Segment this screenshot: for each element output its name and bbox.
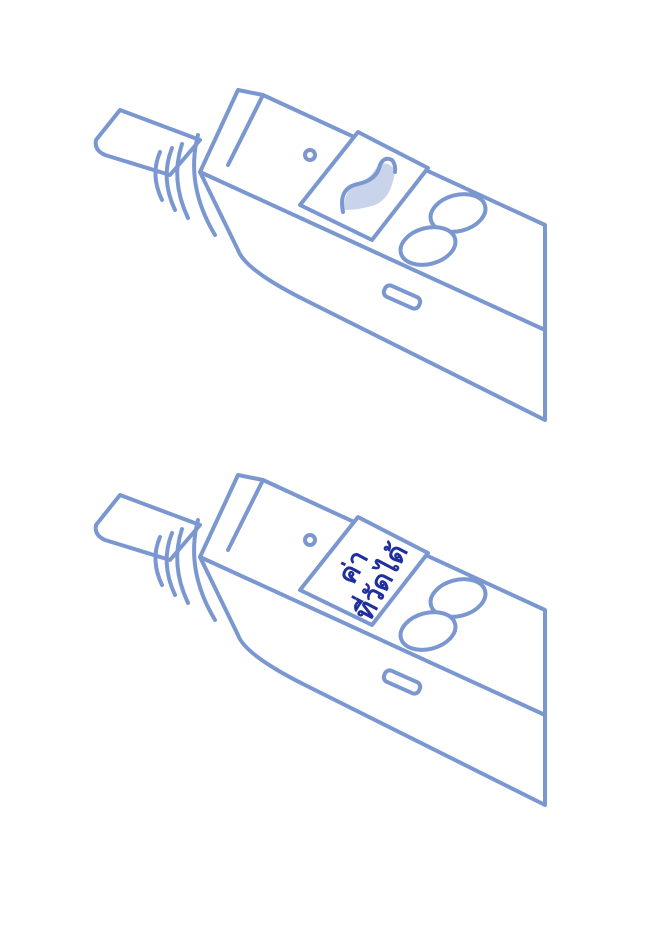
side-slot [381, 283, 423, 311]
display-panel [298, 130, 430, 242]
indicator-light [303, 533, 317, 547]
button-upper[interactable] [426, 573, 489, 622]
meter-device-text: ค่า ที่วัดได้ [93, 473, 547, 807]
display-panel: ค่า ที่วัดได้ [298, 515, 430, 627]
button-lower[interactable] [396, 606, 459, 655]
button-upper[interactable] [426, 188, 489, 237]
meter-body [93, 473, 547, 807]
meter-device-wave [93, 88, 547, 422]
button-lower[interactable] [396, 221, 459, 270]
meter-body [93, 88, 547, 422]
side-slot [381, 668, 423, 696]
wave-curve [340, 156, 398, 214]
wave-icon [343, 163, 395, 210]
indicator-light [303, 148, 317, 162]
